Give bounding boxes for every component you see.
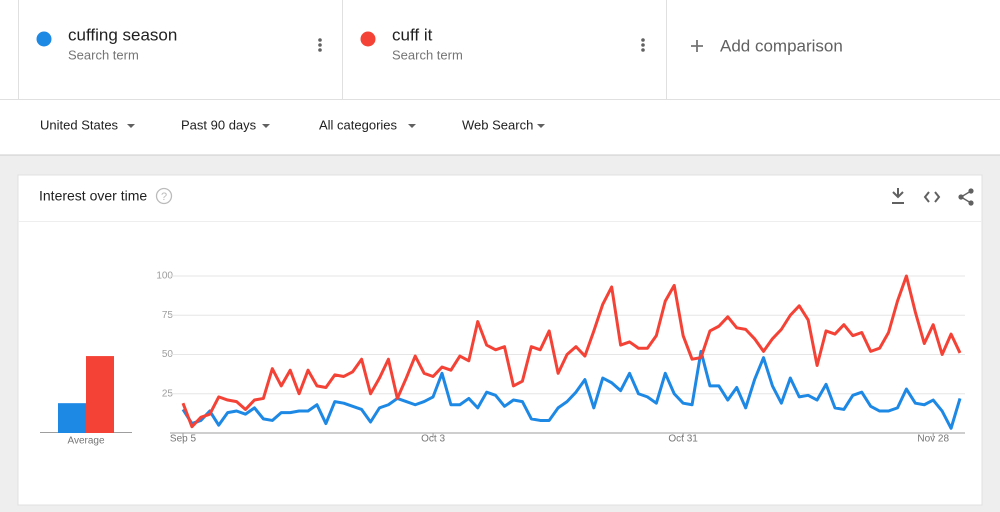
- line-series: [181, 274, 962, 429]
- term-subtitle: Search term: [392, 47, 463, 62]
- term-name[interactable]: cuffing season: [68, 25, 177, 44]
- filter[interactable]: Past 90 days: [181, 117, 257, 132]
- average-label: Average: [67, 436, 105, 447]
- y-tick-label: 50: [162, 349, 174, 360]
- header-bg: [0, 0, 1000, 155]
- x-tick-label: Oct 31: [668, 434, 698, 445]
- term-dot: [360, 31, 376, 47]
- card-title: Interest over time: [39, 188, 147, 204]
- help-icon[interactable]: [155, 187, 173, 205]
- y-tick-label: 25: [162, 388, 174, 399]
- y-tick-label: 75: [162, 310, 174, 321]
- more-icon[interactable]: [318, 38, 322, 52]
- term-subtitle: Search term: [68, 47, 139, 62]
- average-bar: [86, 356, 114, 433]
- term-name[interactable]: cuff it: [392, 25, 433, 44]
- y-tick-label: 100: [156, 271, 173, 282]
- add-comparison[interactable]: Add comparison: [720, 36, 843, 55]
- term-dot: [36, 31, 52, 47]
- embed-icon[interactable]: [923, 191, 941, 203]
- line-series: [181, 349, 962, 430]
- help-icon-glyph: ?: [161, 191, 167, 203]
- x-tick-label: Nov 28: [917, 434, 949, 445]
- card: [17, 174, 983, 506]
- filter[interactable]: Web Search: [462, 117, 533, 132]
- download-icon[interactable]: [892, 188, 904, 204]
- filter[interactable]: All categories: [319, 117, 398, 132]
- filter[interactable]: United States: [40, 117, 119, 132]
- plus-icon[interactable]: [691, 40, 703, 52]
- more-icon[interactable]: [641, 38, 645, 52]
- share-icon[interactable]: [958, 188, 974, 206]
- x-tick-label: Oct 3: [421, 434, 445, 445]
- x-tick-label: Sep 5: [170, 434, 197, 445]
- dropdown-arrows: [127, 124, 545, 128]
- average-bar: [58, 403, 86, 433]
